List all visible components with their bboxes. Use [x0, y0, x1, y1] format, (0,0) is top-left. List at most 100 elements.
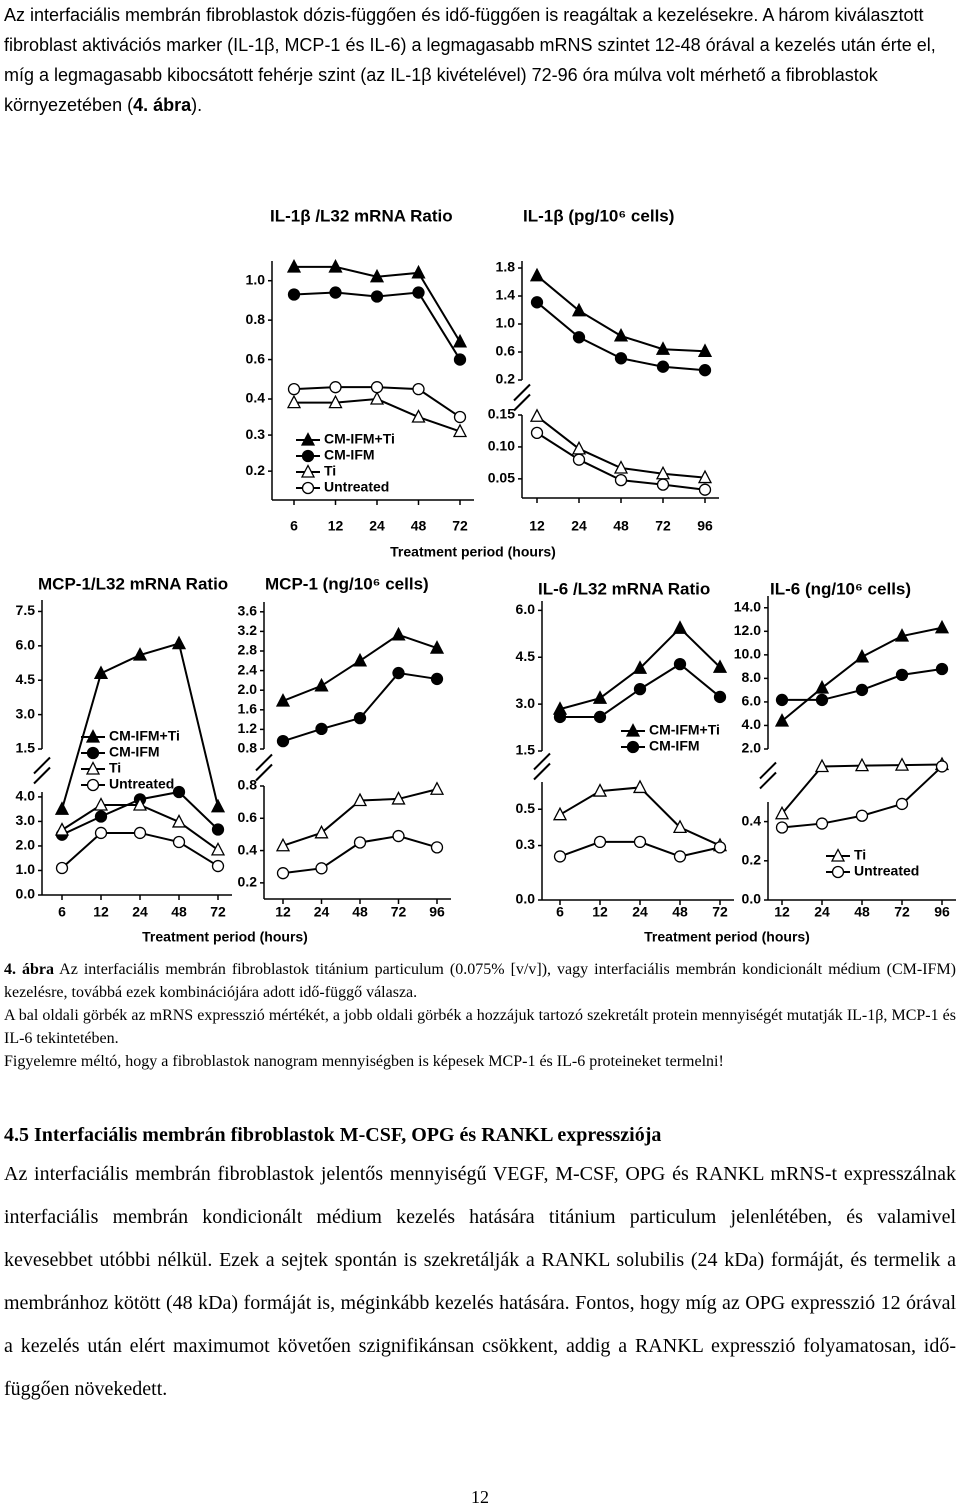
marker: [314, 677, 329, 692]
y-tick-label: 1.6: [238, 701, 258, 717]
body-paragraph: Az interfaciális membrán fibroblastok je…: [4, 1163, 956, 1400]
y-tick-label: 1.5: [16, 740, 36, 756]
legend-label: Ti: [854, 847, 866, 863]
y-tick-label: 6.0: [742, 693, 762, 709]
y-tick-label: 12.0: [734, 622, 761, 638]
marker: [430, 841, 444, 854]
x-axis-label: Treatment period (hours): [142, 929, 308, 945]
marker: [94, 810, 108, 823]
y-tick-label: 8.0: [742, 669, 762, 685]
axis-break: [513, 393, 531, 412]
legend-label: CM-IFM+Ti: [324, 431, 395, 447]
marker: [412, 382, 425, 396]
marker: [411, 264, 426, 279]
marker: [210, 798, 226, 813]
marker: [553, 710, 567, 724]
marker: [815, 817, 829, 830]
marker: [673, 850, 687, 863]
y-tick-label: 6.0: [516, 601, 536, 617]
marker: [353, 711, 367, 725]
y-tick-label: 10.0: [734, 646, 761, 662]
x-tick-label: 12: [529, 518, 545, 534]
caption-text: Az interfaciális membrán fibroblastok ti…: [4, 961, 956, 1001]
axis-break: [533, 752, 551, 771]
series-line: [282, 633, 438, 702]
marker: [571, 302, 587, 317]
marker: [530, 426, 544, 440]
x-tick-label: 24: [814, 904, 830, 920]
caption-main: 4. ábra Az interfaciális membrán fibrobl…: [4, 958, 956, 1004]
chart-title: IL-1β /L32 mRNA Ratio: [270, 206, 453, 225]
marker: [814, 680, 830, 694]
y-tick-label: 4.5: [16, 671, 36, 687]
y-tick-label: 2.4: [238, 661, 258, 677]
y-tick-label: 0.2: [246, 462, 266, 478]
y-tick-label: 2.8: [238, 642, 258, 658]
y-tick-label: 0.2: [742, 852, 762, 868]
marker: [855, 809, 869, 822]
y-tick-label: 0.05: [488, 470, 515, 486]
y-tick-label: 0.0: [742, 891, 762, 907]
axis-break: [33, 766, 51, 785]
marker: [613, 460, 629, 474]
marker: [632, 779, 648, 794]
marker: [392, 666, 405, 680]
chart-title: IL-6 (ng/10⁶ cells): [770, 579, 911, 598]
y-tick-label: 0.3: [516, 836, 536, 852]
marker: [276, 867, 290, 880]
marker: [94, 826, 108, 840]
y-tick-label: 0.6: [496, 343, 516, 359]
marker: [774, 805, 790, 820]
y-tick-label: 0.0: [16, 886, 36, 902]
marker: [172, 785, 186, 799]
legend-marker: [301, 449, 315, 463]
x-axis-label: Treatment period (hours): [390, 544, 556, 560]
marker: [370, 381, 384, 394]
marker: [210, 841, 226, 856]
marker: [854, 648, 870, 663]
y-tick-label: 0.8: [238, 740, 258, 756]
y-tick-label: 4.0: [16, 788, 36, 804]
marker: [452, 333, 468, 348]
chart-title: IL-1β (pg/10⁶ cells): [523, 206, 674, 225]
y-tick-label: 1.0: [246, 271, 266, 287]
legend-label: CM-IFM: [649, 738, 700, 754]
marker: [854, 757, 870, 772]
marker: [369, 391, 385, 405]
x-tick-label: 72: [655, 518, 671, 534]
x-tick-label: 72: [452, 518, 468, 534]
x-tick-label: 24: [314, 904, 330, 920]
marker: [894, 628, 910, 642]
axis-break: [759, 771, 777, 790]
legend-marker: [300, 464, 316, 478]
y-tick-label: 14.0: [734, 598, 761, 614]
marker: [171, 814, 187, 828]
marker: [132, 647, 148, 661]
marker: [286, 394, 302, 409]
marker: [287, 382, 301, 396]
marker: [894, 757, 910, 771]
axis-break: [533, 762, 551, 781]
marker: [572, 453, 586, 466]
marker: [613, 327, 629, 342]
marker: [171, 635, 187, 650]
marker: [329, 381, 342, 394]
x-tick-label: 48: [171, 904, 187, 920]
marker: [54, 822, 70, 836]
marker: [553, 850, 567, 863]
x-tick-label: 48: [411, 518, 427, 534]
y-tick-label: 4.0: [742, 716, 762, 732]
y-tick-label: 0.3: [246, 426, 266, 442]
x-tick-label: 48: [672, 904, 688, 920]
marker: [712, 659, 728, 673]
marker: [814, 758, 830, 773]
caption: 4. ábra Az interfaciális membrán fibrobl…: [4, 958, 956, 1073]
intro-paragraph: Az interfaciális membrán fibroblastok dó…: [4, 0, 956, 120]
marker: [453, 353, 467, 366]
y-tick-label: 2.0: [238, 681, 258, 697]
x-tick-label: 96: [429, 904, 445, 920]
marker: [430, 672, 444, 686]
y-tick-label: 3.0: [516, 695, 536, 711]
marker: [895, 668, 909, 682]
marker: [211, 859, 225, 873]
